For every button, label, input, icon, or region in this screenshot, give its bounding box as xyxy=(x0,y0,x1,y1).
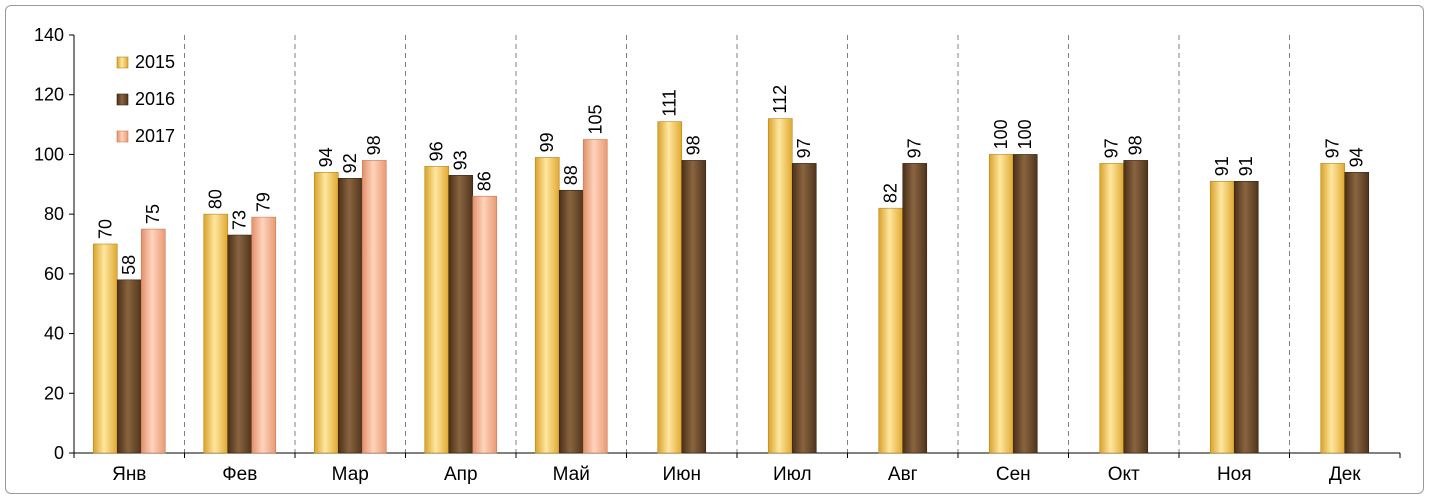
data-label: 97 xyxy=(1323,138,1343,158)
x-category-label: Сен xyxy=(996,464,1031,485)
data-label: 93 xyxy=(451,150,471,170)
data-label: 100 xyxy=(991,119,1011,149)
y-tick-label: 0 xyxy=(54,443,64,463)
data-label: 92 xyxy=(340,153,360,173)
x-category-label: Дек xyxy=(1329,464,1361,485)
data-label: 80 xyxy=(206,189,226,209)
x-category-label: Мар xyxy=(332,464,369,485)
bar-2016-Фев xyxy=(227,234,253,454)
data-label: 79 xyxy=(254,192,274,212)
bar-2016-Окт xyxy=(1123,160,1149,454)
data-label: 97 xyxy=(1102,138,1122,158)
bar-2015-Июн xyxy=(657,121,683,454)
data-label: 75 xyxy=(143,204,163,224)
bar-2015-Апр xyxy=(424,166,450,454)
data-label: 58 xyxy=(119,255,139,275)
bar-2017-Фев xyxy=(251,216,277,454)
legend-label-2016: 2016 xyxy=(135,89,175,109)
bar-2015-Ноя xyxy=(1209,181,1235,454)
x-category-label: Апр xyxy=(444,464,478,485)
x-category-label: Фев xyxy=(222,464,257,485)
bar-2016-Ноя xyxy=(1233,181,1259,454)
x-category-label: Янв xyxy=(112,464,146,485)
bar-2016-Авг xyxy=(902,163,928,454)
bar-2016-Дек xyxy=(1344,172,1370,454)
data-label: 94 xyxy=(1347,147,1367,167)
y-tick-label: 40 xyxy=(44,324,64,344)
y-tick-label: 100 xyxy=(34,144,64,164)
data-label: 91 xyxy=(1236,156,1256,176)
x-category-label: Июн xyxy=(663,464,701,485)
bar-2015-Окт xyxy=(1099,163,1125,454)
y-tick-label: 60 xyxy=(44,264,64,284)
data-label: 97 xyxy=(905,138,925,158)
data-label: 105 xyxy=(585,104,605,134)
data-label: 94 xyxy=(316,147,336,167)
data-label: 82 xyxy=(881,183,901,203)
bar-2016-Май xyxy=(558,189,584,454)
data-label: 86 xyxy=(475,171,495,191)
legend-swatch-2017 xyxy=(116,130,129,143)
bar-2015-Мар xyxy=(313,172,339,454)
bar-2017-Апр xyxy=(472,195,498,454)
bar-2015-Дек xyxy=(1320,163,1346,454)
data-label: 112 xyxy=(770,85,790,114)
bar-2017-Май xyxy=(582,139,608,454)
data-label: 98 xyxy=(684,135,704,155)
legend-label-2015: 2015 xyxy=(135,52,175,72)
bar-2016-Сен xyxy=(1012,154,1038,454)
y-tick-label: 20 xyxy=(44,383,64,403)
bar-2015-Май xyxy=(534,157,560,454)
bar-2016-Июн xyxy=(681,160,707,454)
bar-2017-Мар xyxy=(361,160,387,454)
y-tick-label: 140 xyxy=(34,25,64,45)
data-label: 73 xyxy=(230,210,250,230)
x-category-label: Окт xyxy=(1108,464,1140,485)
x-category-label: Май xyxy=(553,464,590,485)
data-label: 97 xyxy=(794,138,814,158)
x-category-label: Ноя xyxy=(1217,464,1252,485)
data-label: 100 xyxy=(1015,119,1035,149)
y-tick-label: 120 xyxy=(34,85,64,105)
bar-2017-Янв xyxy=(140,228,166,454)
x-category-label: Июл xyxy=(773,464,812,485)
data-label: 96 xyxy=(427,141,447,161)
bar-2016-Мар xyxy=(337,178,363,454)
data-label: 98 xyxy=(1126,135,1146,155)
bar-2016-Янв xyxy=(116,279,142,454)
bar-2015-Янв xyxy=(92,243,118,454)
data-label: 70 xyxy=(95,219,115,239)
bar-2016-Апр xyxy=(448,175,474,454)
data-label: 98 xyxy=(364,135,384,155)
legend-label-2017: 2017 xyxy=(135,126,175,146)
bar-2015-Июл xyxy=(767,118,793,454)
data-label: 111 xyxy=(660,89,680,116)
data-label: 88 xyxy=(561,165,581,185)
x-category-label: Авг xyxy=(888,464,918,485)
legend-swatch-2016 xyxy=(116,93,129,106)
bar-2015-Фев xyxy=(203,213,229,454)
bar-2015-Авг xyxy=(878,207,904,454)
legend-swatch-2015 xyxy=(116,56,129,69)
data-label: 99 xyxy=(537,132,557,152)
data-label: 91 xyxy=(1212,156,1232,176)
bar-2015-Сен xyxy=(988,154,1014,454)
bar-2016-Июл xyxy=(791,163,817,454)
y-tick-label: 80 xyxy=(44,204,64,224)
